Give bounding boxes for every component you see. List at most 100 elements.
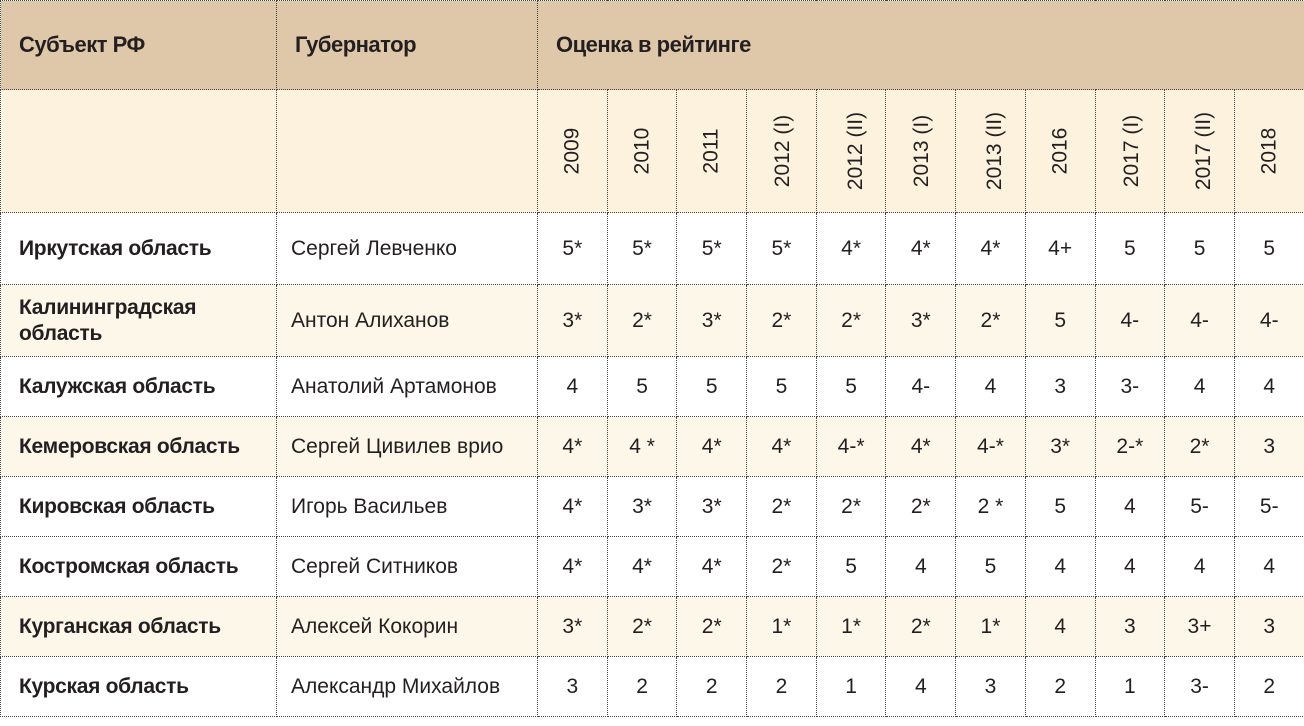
rating-cell: 2 (746, 656, 817, 717)
rating-cell: 3* (537, 596, 608, 657)
rating-cell: 2* (955, 284, 1026, 357)
region-cell: Курганская область (0, 596, 277, 657)
region-cell: Калужская область (0, 356, 277, 417)
governor-cell: Игорь Васильев (276, 476, 538, 537)
rating-cell: 4* (885, 212, 957, 285)
region-cell: Кировская область (0, 476, 277, 537)
header-rating: Оценка в рейтинге (537, 0, 1304, 90)
year-header: 2018 (1233, 89, 1304, 213)
rating-cell: 3+ (1164, 596, 1235, 657)
rating-cell: 4* (606, 536, 678, 597)
rating-cell: 4 (1164, 356, 1235, 417)
rating-cell: 3 (1094, 596, 1166, 657)
empty-cell (276, 89, 538, 213)
rating-cell: 4* (537, 476, 608, 537)
rating-cell: 5 (1094, 212, 1166, 285)
governor-cell: Сергей Ситников (276, 536, 538, 597)
rating-cell: 1* (815, 596, 887, 657)
rating-cell: 5 (815, 536, 887, 597)
rating-cell: 5 (1024, 476, 1096, 537)
rating-cell: 2* (746, 284, 817, 357)
table-row: Калининградская область Антон Алиханов 3* 2… (0, 284, 1304, 357)
rating-cell: 5* (746, 212, 817, 285)
year-label: 2017 (I) (1119, 114, 1143, 188)
rating-cell: 4 (1164, 536, 1235, 597)
rating-cell: 2* (746, 476, 817, 537)
years-row: 2009 2010 2011 2012 (I) 2012 (II) 2013 (I) 201… (0, 89, 1304, 213)
rating-cell: 2-* (1094, 416, 1166, 477)
table-row: Калужская область Анатолий Артамонов 4 5 5 5 5… (0, 356, 1304, 417)
rating-cell: 4- (885, 356, 957, 417)
header-governor: Губернатор (276, 0, 538, 90)
year-header: 2017 (II) (1164, 89, 1235, 213)
rating-cell: 4 (1024, 596, 1096, 657)
rating-cell: 3* (1024, 416, 1096, 477)
rating-cell: 4* (746, 416, 817, 477)
rating-cell: 4* (537, 536, 608, 597)
year-label: 2009 (560, 127, 584, 175)
rating-cell: 2* (606, 284, 678, 357)
rating-cell: 4* (885, 416, 957, 477)
rating-cell: 2* (606, 596, 678, 657)
rating-cell: 5 (1233, 212, 1304, 285)
table-row: Кемеровская область Сергей Цивилев врио 4*… (0, 416, 1304, 477)
rating-cell: 4-* (815, 416, 887, 477)
rating-cell: 4* (537, 416, 608, 477)
rating-cell: 3- (1164, 656, 1235, 717)
rating-cell: 2* (746, 536, 817, 597)
year-header: 2013 (II) (955, 89, 1026, 213)
rating-cell: 2 (676, 656, 748, 717)
header-region: Субъект РФ (0, 0, 277, 90)
rating-cell: 1* (955, 596, 1026, 657)
rating-cell: 4 (955, 356, 1026, 417)
year-label: 2010 (630, 127, 654, 175)
table-row: Курганская область Алексей Кокорин 3* 2* 2* 1… (0, 596, 1304, 657)
table-row: Курская область Александр Михайлов 3 2 2 2 1 4 3… (0, 656, 1304, 717)
rating-cell: 2 (1233, 656, 1304, 717)
rating-cell: 5 (606, 356, 678, 417)
rating-cell: 1 (1094, 656, 1166, 717)
rating-cell: 5- (1233, 476, 1304, 537)
governor-cell: Антон Алиханов (276, 284, 538, 357)
governor-cell: Сергей Левченко (276, 212, 538, 285)
table-row: Кировская область Игорь Васильев 4* 3* 3* 2* 2… (0, 476, 1304, 537)
year-label: 2013 (I) (910, 114, 934, 188)
rating-cell: 5 (676, 356, 748, 417)
rating-cell: 2* (885, 476, 957, 537)
rating-cell: 2* (676, 596, 748, 657)
region-cell: Костромская область (0, 536, 277, 597)
rating-cell: 2 (1024, 656, 1096, 717)
rating-cell: 5 (955, 536, 1026, 597)
rating-cell: 2* (885, 596, 957, 657)
rating-cell: 2 (606, 656, 678, 717)
rating-cell: 4-* (955, 416, 1026, 477)
governor-cell: Анатолий Артамонов (276, 356, 538, 417)
year-header: 2016 (1024, 89, 1096, 213)
rating-cell: 4 (1094, 536, 1166, 597)
rating-cell: 2 * (955, 476, 1026, 537)
rating-cell: 4 (1094, 476, 1166, 537)
region-cell: Иркутская область (0, 212, 277, 285)
rating-cell: 4 * (606, 416, 678, 477)
rating-cell: 4 (1233, 536, 1304, 597)
rating-cell: 4* (815, 212, 887, 285)
rating-cell: 5 (1164, 212, 1235, 285)
year-label: 2012 (II) (843, 111, 867, 191)
table-row: Костромская область Сергей Ситников 4* 4* 4*… (0, 536, 1304, 597)
year-header: 2017 (I) (1094, 89, 1166, 213)
year-header: 2012 (I) (746, 89, 817, 213)
rating-cell: 2* (815, 284, 887, 357)
year-header: 2013 (I) (885, 89, 957, 213)
region-cell: Курская область (0, 656, 277, 717)
header-row: Субъект РФ Губернатор Оценка в рейтинге (0, 0, 1304, 90)
table-body: Иркутская область Сергей Левченко 5* 5* 5* 5*… (0, 212, 1304, 717)
rating-cell: 1 (815, 656, 887, 717)
rating-cell: 3 (1233, 416, 1304, 477)
year-header: 2012 (II) (815, 89, 887, 213)
rating-cell: 4 (885, 536, 957, 597)
rating-cell: 4 (885, 656, 957, 717)
year-label: 2017 (II) (1192, 111, 1216, 191)
rating-cell: 4* (676, 416, 748, 477)
rating-cell: 3* (537, 284, 608, 357)
